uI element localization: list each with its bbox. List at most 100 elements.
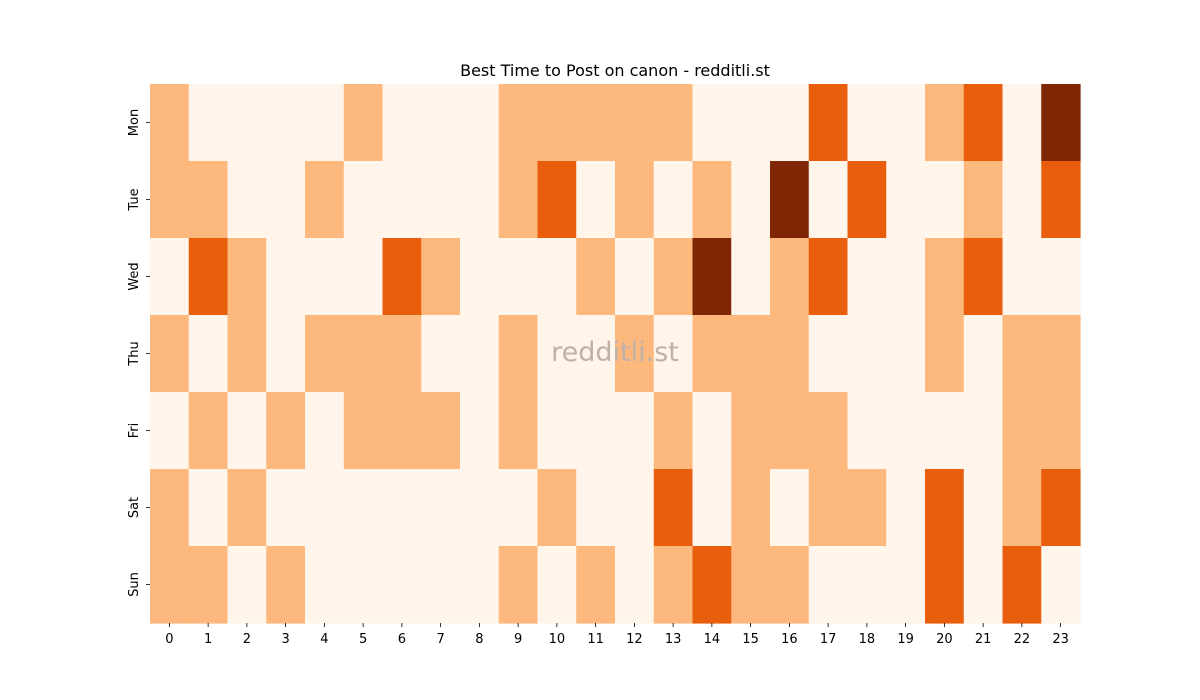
heatmap-cell-mon-11	[576, 84, 616, 162]
x-tick-label: 21	[975, 632, 992, 647]
heatmap-cell-wed-16	[770, 238, 810, 316]
x-tick-label: 5	[359, 632, 367, 647]
heatmap-cell-sun-21	[963, 546, 1004, 624]
heatmap-cell-tue-7	[421, 161, 461, 239]
heatmap-cell-tue-8	[460, 161, 500, 239]
heatmap-cell-wed-21	[963, 238, 1004, 316]
heatmap-cell-mon-9	[498, 84, 539, 162]
heatmap-cell-fri-13	[653, 392, 694, 470]
x-tick-label: 7	[436, 632, 444, 647]
heatmap-cell-fri-3	[266, 392, 306, 470]
heatmap-cell-mon-18	[847, 84, 887, 162]
heatmap-cell-sat-20	[925, 469, 965, 547]
heatmap-cell-mon-1	[188, 84, 229, 162]
heatmap-cell-sat-19	[886, 469, 926, 547]
heatmap-cell-wed-10	[537, 238, 577, 316]
watermark: redditli.st	[551, 337, 679, 368]
heatmap-cell-sat-14	[692, 469, 732, 547]
x-tick-label: 18	[859, 632, 876, 647]
heatmap-cell-thu-8	[460, 315, 500, 393]
heatmap-cell-sat-12	[615, 469, 655, 547]
heatmap-cell-sun-9	[498, 546, 539, 624]
heatmap-cell-tue-23	[1041, 161, 1081, 239]
heatmap-cell-tue-20	[925, 161, 965, 239]
x-tick-label: 3	[281, 632, 289, 647]
x-tick-label: 8	[475, 632, 483, 647]
x-tick-label: 1	[204, 632, 212, 647]
heatmap-cell-mon-21	[963, 84, 1004, 162]
heatmap-cell-thu-14	[692, 315, 732, 393]
heatmap-cell-sun-5	[343, 546, 384, 624]
heatmap-cell-fri-10	[537, 392, 577, 470]
heatmap-cell-tue-18	[847, 161, 887, 239]
heatmap-cell-sun-3	[266, 546, 306, 624]
heatmap-cell-sun-14	[692, 546, 732, 624]
heatmap-cell-fri-5	[343, 392, 384, 470]
x-tick-label: 20	[936, 632, 953, 647]
heatmap-cell-tue-14	[692, 161, 732, 239]
heatmap-cell-fri-18	[847, 392, 887, 470]
heatmap-cell-fri-16	[770, 392, 810, 470]
heatmap-cell-tue-1	[188, 161, 229, 239]
heatmap-cell-fri-8	[460, 392, 500, 470]
heatmap-cell-mon-17	[808, 84, 849, 162]
heatmap-cell-fri-2	[227, 392, 267, 470]
y-tick-label: Fri	[127, 423, 142, 439]
heatmap-cell-wed-15	[731, 238, 771, 316]
heatmap-cell-thu-22	[1002, 315, 1042, 393]
heatmap-cell-wed-17	[808, 238, 849, 316]
heatmap-cell-mon-0	[150, 84, 190, 162]
heatmap-cell-sat-9	[498, 469, 539, 547]
heatmap-cell-fri-23	[1041, 392, 1081, 470]
x-tick-label: 22	[1014, 632, 1031, 647]
heatmap-cell-sun-17	[808, 546, 849, 624]
heatmap-cell-sun-11	[576, 546, 616, 624]
heatmap-cell-wed-7	[421, 238, 461, 316]
heatmap-cell-sun-20	[925, 546, 965, 624]
y-tick-label: Wed	[127, 262, 142, 290]
heatmap-cell-wed-0	[150, 238, 190, 316]
heatmap-cell-mon-20	[925, 84, 965, 162]
heatmap-cell-tue-6	[382, 161, 422, 239]
heatmap-cell-tue-19	[886, 161, 926, 239]
x-tick-label: 0	[165, 632, 173, 647]
x-tick-label: 14	[704, 632, 721, 647]
heatmap-cell-fri-17	[808, 392, 849, 470]
heatmap-cell-wed-22	[1002, 238, 1042, 316]
heatmap-cell-sat-6	[382, 469, 422, 547]
heatmap-cell-sat-15	[731, 469, 771, 547]
heatmap-cell-mon-16	[770, 84, 810, 162]
heatmap-cell-thu-18	[847, 315, 887, 393]
heatmap-cell-wed-13	[653, 238, 694, 316]
x-tick-label: 13	[665, 632, 682, 647]
heatmap-cell-mon-15	[731, 84, 771, 162]
heatmap-cell-wed-20	[925, 238, 965, 316]
heatmap-cell-sun-18	[847, 546, 887, 624]
x-axis: 0 1 2 3 4 5 6 7 8 9 10 11 12 13 14 15 16 17 18 19 20 21 22 23	[165, 623, 1069, 647]
heatmap-cell-thu-7	[421, 315, 461, 393]
heatmap-cell-fri-21	[963, 392, 1004, 470]
x-tick-label: 17	[820, 632, 837, 647]
heatmap-cell-thu-21	[963, 315, 1004, 393]
heatmap-cell-mon-7	[421, 84, 461, 162]
heatmap-cell-sat-1	[188, 469, 229, 547]
heatmap-cell-sat-3	[266, 469, 306, 547]
heatmap-cell-sun-16	[770, 546, 810, 624]
heatmap-cell-tue-11	[576, 161, 616, 239]
heatmap-cell-wed-18	[847, 238, 887, 316]
x-tick-label: 6	[398, 632, 406, 647]
y-axis: Mon Tue Wed Thu Fri Sat Sun	[127, 109, 150, 597]
heatmap-cell-mon-6	[382, 84, 422, 162]
heatmap-cell-thu-17	[808, 315, 849, 393]
heatmap-cell-sat-13	[653, 469, 694, 547]
heatmap-cell-fri-4	[305, 392, 345, 470]
heatmap-cell-mon-10	[537, 84, 577, 162]
heatmap-cell-sun-13	[653, 546, 694, 624]
heatmap-cell-fri-15	[731, 392, 771, 470]
heatmap-cell-sat-10	[537, 469, 577, 547]
heatmap-cell-mon-12	[615, 84, 655, 162]
x-tick-label: 9	[514, 632, 522, 647]
heatmap-cell-sat-11	[576, 469, 616, 547]
heatmap-cell-mon-3	[266, 84, 306, 162]
